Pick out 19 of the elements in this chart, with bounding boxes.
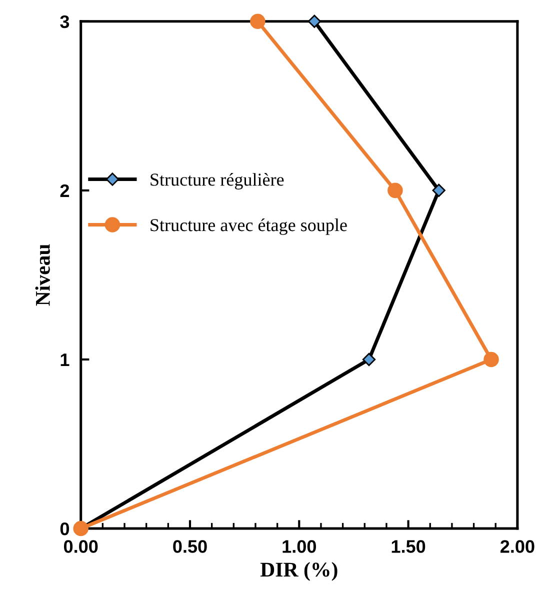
x-axis-title: DIR (%) <box>260 562 338 581</box>
y-tick-label: 3 <box>60 15 70 28</box>
legend-label: Structure avec étage souple <box>150 218 347 235</box>
y-axis-title: Niveau <box>35 244 50 306</box>
point <box>432 184 446 198</box>
point <box>484 352 499 368</box>
point <box>250 14 266 30</box>
point <box>362 352 376 366</box>
x-tick-label: 0.00 <box>64 540 98 553</box>
x-tick-label: 2.00 <box>500 540 534 553</box>
y-tick-label: 2 <box>60 184 70 197</box>
x-tick-label: 0.50 <box>173 540 207 553</box>
point <box>388 182 403 198</box>
y-tick-label: 0 <box>60 522 69 536</box>
x-tick-label: 1.00 <box>282 540 316 553</box>
point <box>308 14 322 28</box>
x-tick-label: 1.50 <box>392 540 426 553</box>
y-tick-label: 1 <box>60 354 70 366</box>
legend-label: Structure régulière <box>150 173 284 190</box>
